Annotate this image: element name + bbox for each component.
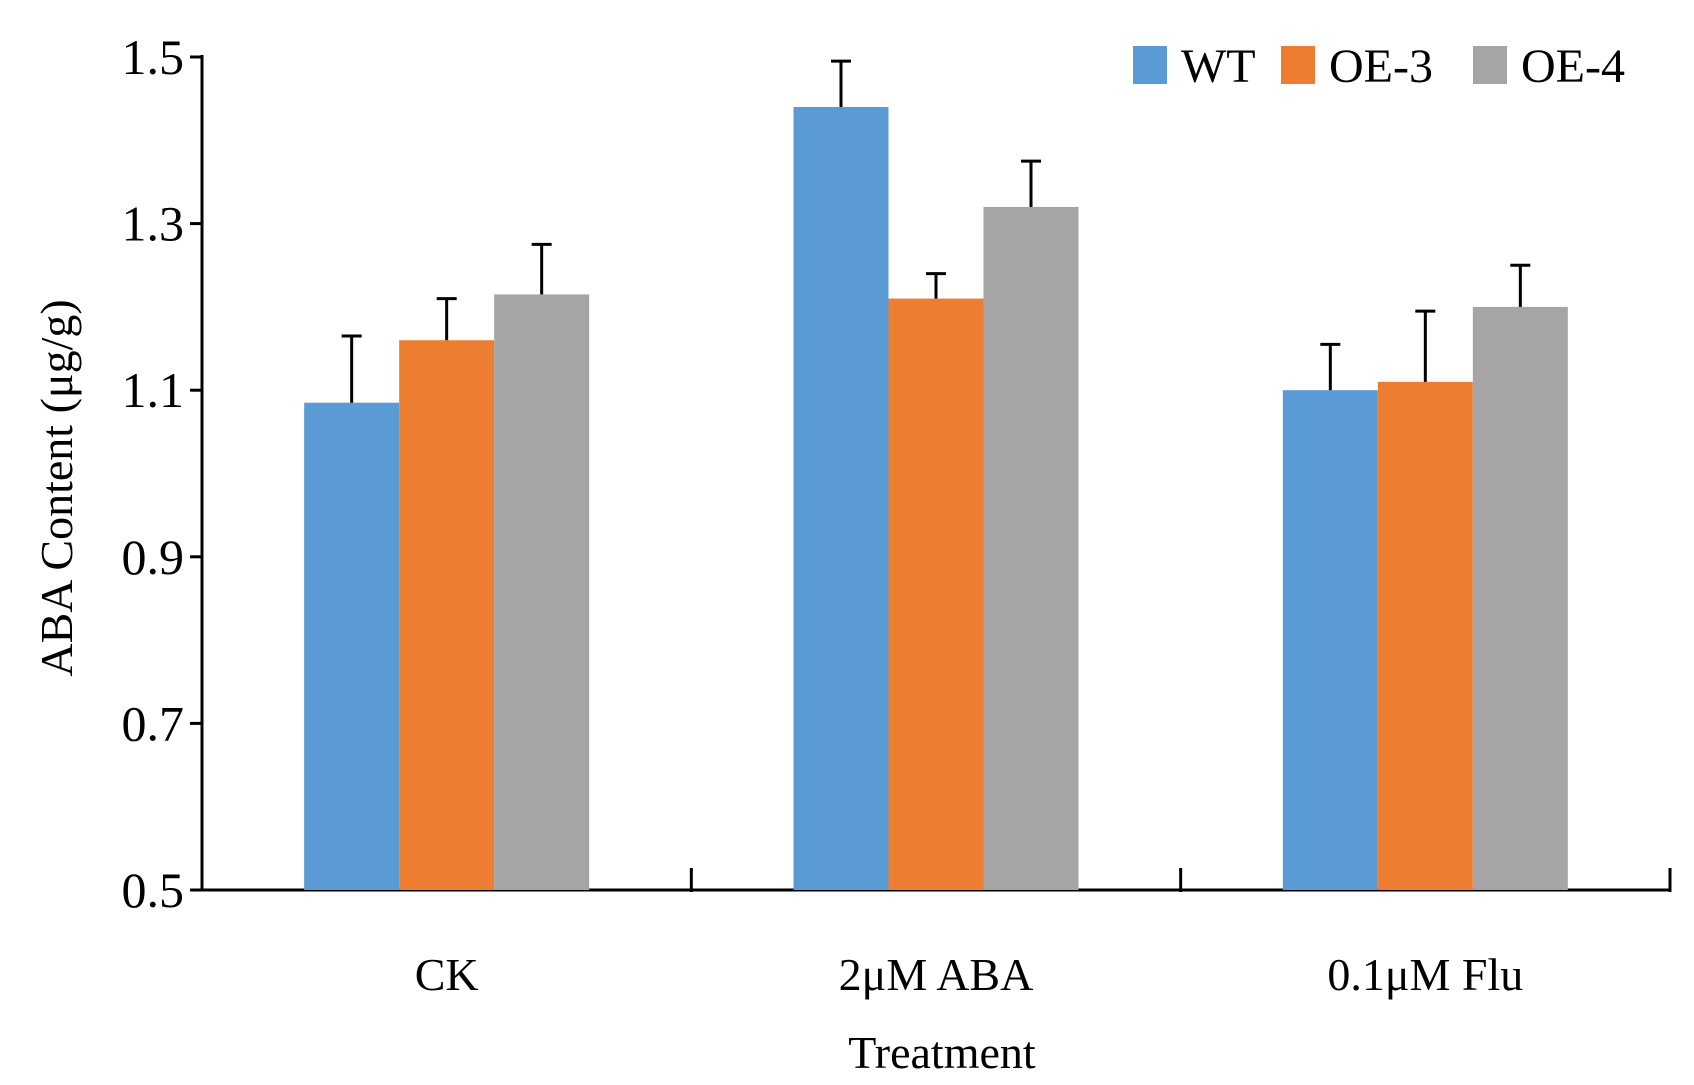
bar-oe-4-0 [494, 294, 590, 890]
bar-wt-0 [304, 402, 400, 890]
legend-swatch-wt [1133, 46, 1167, 84]
bar-oe-3-2 [1377, 381, 1473, 890]
legend-label-oe-3: OE-3 [1329, 40, 1433, 93]
category-labels: CK 2μM ABA 0.1μM Flu [415, 949, 1524, 1000]
bar-oe-4-1 [983, 206, 1079, 890]
legend-label-wt: WT [1181, 40, 1256, 93]
y-tick-label: 1.1 [122, 362, 185, 418]
tick-labels: 0.5 0.7 0.9 1.1 1.3 1.5 [122, 29, 185, 918]
x-axis-title: Treatment [848, 1027, 1036, 1078]
bar-wt-1 [793, 106, 889, 891]
legend: WT OE-3 OE-4 [1133, 40, 1625, 93]
x-category-label: 0.1μM Flu [1327, 949, 1523, 1000]
bar-oe-3-0 [399, 340, 495, 891]
bar-oe-4-2 [1472, 306, 1568, 890]
y-tick-label: 1.5 [122, 29, 185, 85]
y-tick-label: 0.7 [122, 695, 185, 751]
legend-label-oe-4: OE-4 [1521, 40, 1625, 93]
y-axis-title: ABA Content (μg/g) [31, 299, 82, 676]
bars [304, 106, 1568, 891]
bar-wt-2 [1282, 390, 1378, 890]
legend-swatch-oe-4 [1473, 46, 1507, 84]
error-bars [341, 59, 1531, 403]
x-category-label: 2μM ABA [839, 949, 1034, 1000]
x-category-label: CK [415, 949, 479, 1000]
y-tick-label: 0.5 [122, 862, 185, 918]
y-tick-label: 0.9 [122, 529, 185, 585]
legend-swatch-oe-3 [1281, 46, 1315, 84]
y-tick-label: 1.3 [122, 196, 185, 252]
bar-oe-3-1 [888, 298, 984, 890]
